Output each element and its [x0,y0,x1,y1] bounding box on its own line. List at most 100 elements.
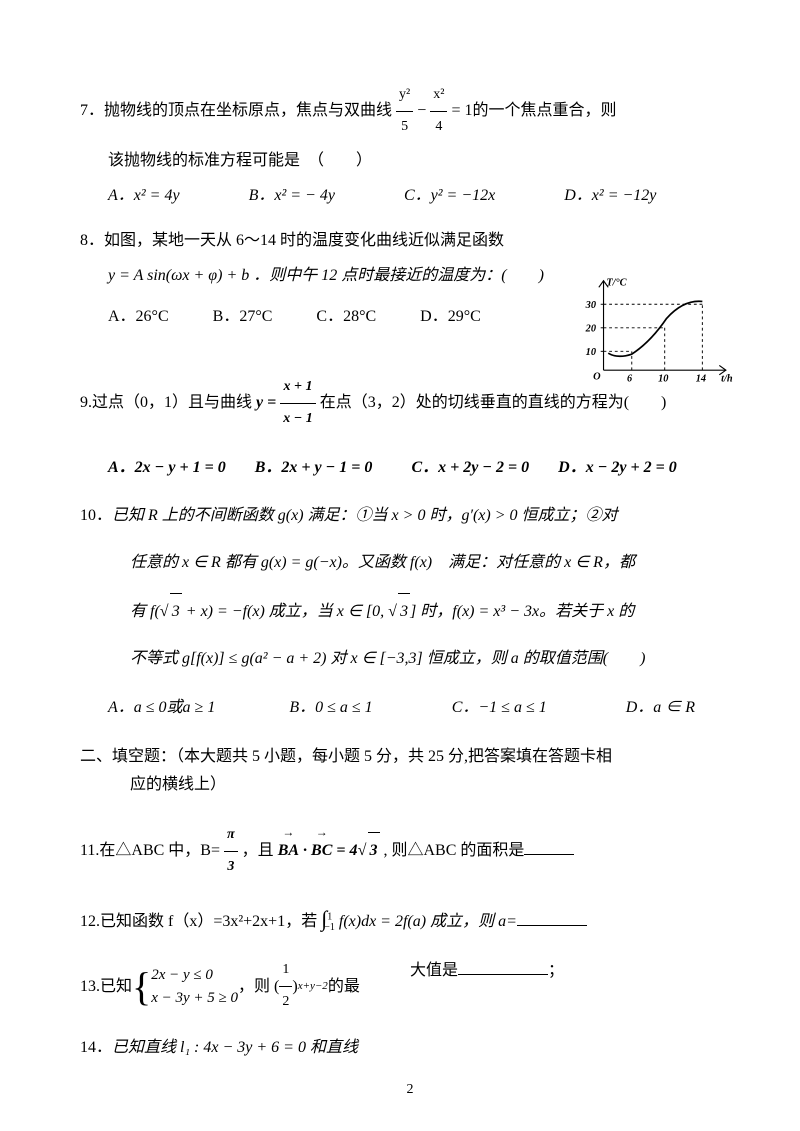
q10-text-c-a: 有 f( [130,603,160,620]
q7-line2: 该抛物线的标准方程可能是 （ ） [80,143,740,178]
q13-c1: 2x − y ≤ 0 [151,967,213,983]
q9-text-a: 过点（0，1）且与曲线 [92,394,256,411]
q11-blank [524,835,574,855]
q10-num: 10． [80,507,112,524]
question-12: 12.已知函数 f（x）=3x²+2x+1，若 ∫1−1 f(x)dx = 2f… [80,895,740,943]
q9-options: A．2x − y + 1 = 0 B．2x + y − 1 = 0 C．x + … [80,454,740,483]
q7-eq: = 1 [451,102,472,119]
q7-text-a: 抛物线的顶点在坐标原点，焦点与双曲线 [104,102,396,119]
ylabel-10: 10 [586,347,596,358]
q8-text-b: y = A sin(ωx + φ) + b ．则中午 12 点时最接近的温度为：… [108,267,544,284]
temp-curve [608,301,702,356]
q10-optA: A．a ≤ 0或a ≥ 1 [108,694,215,723]
q12-text-a: 已知函数 f（x）=3x²+2x+1，若 [100,913,321,930]
q10-line1: 10．已知 R 上的不间断函数 g(x) 满足：①当 x > 0 时，g′(x)… [80,498,740,533]
q13-text-c: 的最 [328,969,360,1004]
xlabel-10: 10 [658,373,668,384]
q11-text-d: , 则△ABC 的面积是 [384,842,525,859]
q13-text-b: ，则 ( [238,969,279,1004]
q9-optA: A．2x − y + 1 = 0 [108,454,226,483]
q14-line: 14．已知直线 l₁ : 4x − 3y + 6 = 0 和直线 [80,1030,740,1065]
q13-14-wrapper: 大值是 ； 13.已知 { 2x − y ≤ 0 x − 3y + 5 ≥ 0 ，… [80,955,740,1065]
q14-num: 14． [80,1039,112,1056]
q13-semi: ； [548,962,564,979]
q12-num: 12. [80,913,100,930]
q9-optC: C．x + 2y − 2 = 0 [411,454,529,483]
q13-c2: x − 3y + 5 ≥ 0 [151,990,238,1006]
q8-optD: D．29°C [420,303,481,332]
section-2-title2: 应的横线上） [80,771,740,800]
q12-int-low: −1 [324,922,335,933]
q7-text-b: 的一个焦点重合，则 [473,102,617,119]
q10-options: A．a ≤ 0或a ≥ 1 B．0 ≤ a ≤ 1 C．−1 ≤ a ≤ 1 D… [80,694,740,723]
q13-constraints: 2x − y ≤ 0 x − 3y + 5 ≥ 0 [151,964,238,1009]
q9-yeq: y = [256,394,280,411]
dot: · [299,842,311,859]
question-7-text: 7．抛物线的顶点在坐标原点，焦点与双曲线 y²5 − x²4 = 1的一个焦点重… [80,80,740,143]
q8-optB: B．27°C [213,303,273,332]
q10-sqrt2: 3 [398,593,410,629]
q11-sqrt: 3 [368,832,380,868]
question-7: 7．抛物线的顶点在坐标原点，焦点与双曲线 y²5 − x²4 = 1的一个焦点重… [80,80,740,211]
q9-optB: B．2x + y − 1 = 0 [255,454,373,483]
q10-optB: B．0 ≤ a ≤ 1 [289,694,372,723]
q11-text-a: 在△ABC 中，B= [99,842,220,859]
q10-text-c-b: + x) = −f(x) 成立，当 x ∈ [0, [182,603,388,620]
y-axis-label: T/°C [606,277,626,288]
q9-optD: D．x − 2y + 2 = 0 [558,454,677,483]
q13-right-text: 大值是 ； [410,955,564,986]
q12-text-b: f(x)dx = 2f(a) 成立，则 a= [339,913,517,930]
q13-exp-sup: x+y−2 [298,974,328,998]
section-2-title: 二、填空题：（本大题共 5 小题，每小题 5 分，共 25 分,把答案填在答题卡… [80,743,740,772]
q11-line: 11.在△ABC 中，B= π3 ，且 BA · BC = 43 , 则△ABC… [80,820,740,883]
ylabel-30: 30 [585,300,596,311]
q7-num: 7． [80,102,104,119]
temperature-chart: 10 20 30 6 10 14 O T/°C t/h [580,275,740,401]
q10-line2: 任意的 x ∈ R 都有 g(x) = g(−x)。又函数 f(x) 满足：对任… [80,545,740,580]
minus: − [417,102,430,119]
section-2-header: 二、填空题：（本大题共 5 小题，每小题 5 分，共 25 分,把答案填在答题卡… [80,743,740,801]
chart-svg: 10 20 30 6 10 14 O T/°C t/h [580,275,740,390]
question-11: 11.在△ABC 中，B= π3 ，且 BA · BC = 43 , 则△ABC… [80,820,740,883]
q9-frac: x + 1x − 1 [280,372,315,435]
q10-text-a: 已知 R 上的不间断函数 g(x) 满足：①当 x > 0 时，g′(x) > … [112,507,618,524]
q8-text-a: 如图，某地一天从 6～14 时的温度变化曲线近似满足函数 [104,232,504,249]
q7-optC: C．y² = −12x [404,182,495,211]
q13-text-a: 已知 [100,969,132,1004]
q11-frac: π3 [224,820,238,883]
xlabel-6: 6 [627,373,633,384]
q12-blank [517,906,587,926]
q13-num: 13. [80,969,100,1004]
q7-optD: D．x² = −12y [564,182,656,211]
q11-num: 11. [80,842,99,859]
q8-num: 8． [80,232,104,249]
x-axis-label: t/h [721,373,733,384]
q12-line: 12.已知函数 f（x）=3x²+2x+1，若 ∫1−1 f(x)dx = 2f… [80,895,740,943]
brace-icon: { [132,967,151,1007]
q7-frac1: y²5 [396,80,413,143]
q12-int-high: 1 [327,912,332,923]
q11-vec2: BC [311,833,332,868]
ylabel-20: 20 [585,324,596,335]
q11-text-b: ，且 [242,842,278,859]
xlabel-14: 14 [696,373,706,384]
q11-vec1: BA [278,833,299,868]
q10-sqrt1: 3 [170,593,182,629]
q14-text-a: 已知直线 l₁ : 4x − 3y + 6 = 0 和直线 [112,1039,358,1056]
q10-text-d: 不等式 g[f(x)] ≤ g(a² − a + 2) 对 x ∈ [−3,3]… [130,650,645,667]
origin-o: O [593,372,601,383]
q10-optC: C．−1 ≤ a ≤ 1 [452,694,547,723]
q13-blank [458,955,548,975]
q10-line3: 有 f(3 + x) = −f(x) 成立，当 x ∈ [0, 3] 时，f(x… [80,593,740,629]
q7-optB: B．x² = − 4y [249,182,335,211]
q13-text-right: 大值是 [410,962,458,979]
q13-frac: 12 [279,955,292,1018]
q10-line4: 不等式 g[f(x)] ≤ g(a² − a + 2) 对 x ∈ [−3,3]… [80,641,740,676]
q8-line1: 8．如图，某地一天从 6～14 时的温度变化曲线近似满足函数 [80,223,740,258]
q10-text-c-c: ] 时，f(x) = x³ − 3x。若关于 x 的 [410,603,634,620]
page-number: 2 [80,1077,740,1102]
q7-options: A．x² = 4y B．x² = − 4y C．y² = −12x D．x² =… [80,182,740,211]
q8-optA: A．26°C [108,303,169,332]
question-14: 14．已知直线 l₁ : 4x − 3y + 6 = 0 和直线 [80,1030,740,1065]
q9-num: 9. [80,394,92,411]
